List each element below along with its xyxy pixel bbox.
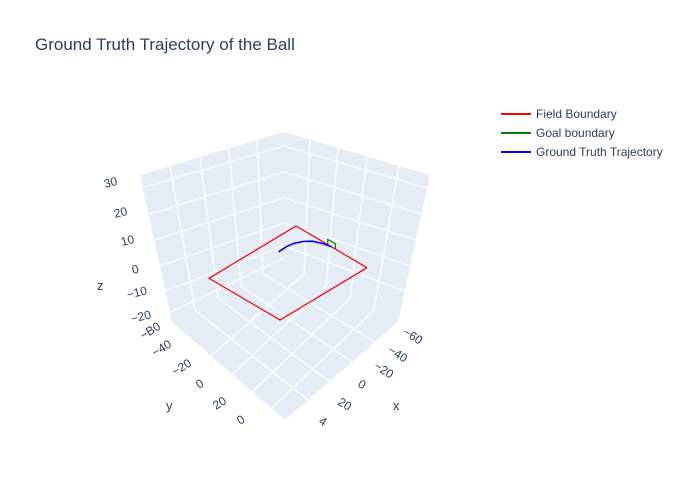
series-ground-truth-trajectory [278, 240, 332, 253]
scene-panes [140, 132, 430, 420]
series-field-boundary [207, 225, 368, 321]
legend-label: Goal boundary [536, 126, 615, 140]
y-axis-title: y [166, 398, 173, 413]
legend-label: Field Boundary [536, 107, 617, 121]
x-tick-label: −60 [400, 325, 425, 348]
x-tick-label: 0 [355, 377, 368, 393]
legend-item-field-boundary[interactable]: Field Boundary [501, 107, 617, 121]
x-tick-label: −20 [371, 359, 396, 382]
z-tick-label: −10 [125, 283, 148, 302]
scene-grid [144, 139, 428, 413]
z-ticks: 30 20 10 0 −10 −20 z [97, 174, 153, 326]
legend-item-ground-truth-trajectory[interactable]: Ground Truth Trajectory [501, 145, 663, 159]
chart-title: Ground Truth Trajectory of the Ball [35, 35, 295, 54]
x-tick-label: −40 [385, 343, 410, 366]
series-layer [207, 225, 368, 321]
x-tick-label: 4 [316, 414, 329, 430]
z-tick-label: 0 [130, 262, 140, 277]
z-tick-label: −20 [129, 307, 152, 326]
legend: Field Boundary Goal boundary Ground Trut… [501, 107, 663, 159]
legend-label: Ground Truth Trajectory [536, 145, 663, 159]
pane-floor [172, 263, 398, 420]
pane-right-wall [284, 132, 430, 322]
y-tick-label: −40 [149, 337, 174, 360]
series-goal-boundary [327, 238, 337, 250]
x-axis-title: x [393, 398, 400, 413]
z-tick-label: 20 [112, 204, 129, 221]
z-tick-label: 10 [119, 232, 136, 249]
z-tick-label: 30 [102, 174, 119, 191]
y-tick-label: 0 [234, 412, 247, 428]
y-tick-label: 20 [210, 393, 229, 412]
y-tick-label: 0 [193, 376, 206, 392]
y-tick-label: −20 [169, 356, 194, 379]
legend-item-goal-boundary[interactable]: Goal boundary [501, 126, 615, 140]
x-tick-label: 20 [335, 395, 354, 414]
z-axis-title: z [97, 278, 104, 293]
